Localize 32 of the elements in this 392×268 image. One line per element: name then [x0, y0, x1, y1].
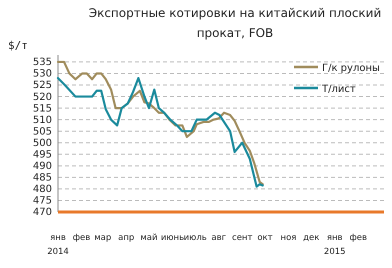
x-tick-label: окт [257, 233, 273, 243]
y-tick-label: 485 [32, 172, 52, 184]
x-tick-label: июнь [160, 233, 184, 243]
y-tick-label: 490 [32, 161, 52, 172]
y-tick-label: 495 [32, 149, 52, 160]
x-tick-label: янв 2014 [47, 233, 69, 257]
y-tick-label: 515 [32, 103, 52, 114]
x-tick-label: май [140, 233, 158, 243]
x-tick-label: фев [72, 233, 90, 243]
x-tick-label: авг [211, 233, 227, 243]
y-tick-label: 505 [32, 126, 52, 138]
legend-label: Т/лист [321, 84, 356, 95]
x-tick-label: мар [94, 233, 112, 243]
y-tick-label: 520 [32, 92, 52, 103]
y-tick-label: 525 [32, 80, 52, 92]
y-tick-label: 535 [32, 57, 52, 68]
x-tick-label: дек [303, 233, 320, 243]
x-tick-label: апр [118, 233, 134, 243]
legend-label: Г/к рулоны [322, 63, 380, 74]
y-tick-label: 475 [32, 196, 52, 207]
x-tick-label: сент [232, 233, 252, 243]
x-tick-label: ноя [280, 233, 296, 243]
x-tick-label: янв 2015 [324, 233, 346, 257]
x-tick-label: фев [349, 233, 367, 243]
chart-title: Экспортные котировки на китайский плоский прокат, FOB [88, 6, 382, 40]
x-tick-label: июль [184, 233, 207, 243]
y-tick-label: 530 [32, 68, 52, 80]
y-tick-label: 510 [32, 114, 52, 126]
y-tick-label: 470 [32, 207, 52, 218]
y-axis-title: $/т [8, 39, 28, 52]
y-tick-label: 500 [32, 138, 52, 149]
y-tick-label: 480 [32, 184, 52, 196]
